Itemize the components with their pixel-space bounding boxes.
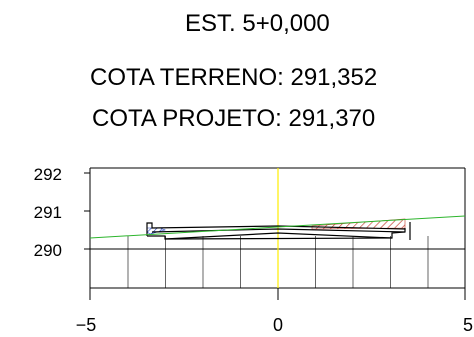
station-label: EST. 5+0,000 <box>185 10 330 37</box>
x-tick-label: −5 <box>76 315 97 335</box>
y-axis: 292 291 290 <box>34 165 90 260</box>
cut-area <box>146 227 166 235</box>
terrain-elevation-label: COTA TERRENO: 291,352 <box>90 64 378 91</box>
project-elevation-label: COTA PROJETO: 291,370 <box>92 105 376 132</box>
road-section <box>146 222 411 240</box>
y-tick-label: 292 <box>34 165 62 184</box>
terrain-line <box>89 215 466 239</box>
x-tick-label: 0 <box>273 315 283 335</box>
x-axis: −5 0 5 <box>76 288 473 335</box>
y-tick-label: 291 <box>34 203 62 222</box>
y-tick-label: 290 <box>34 241 62 260</box>
x-tick-label: 5 <box>463 315 473 335</box>
